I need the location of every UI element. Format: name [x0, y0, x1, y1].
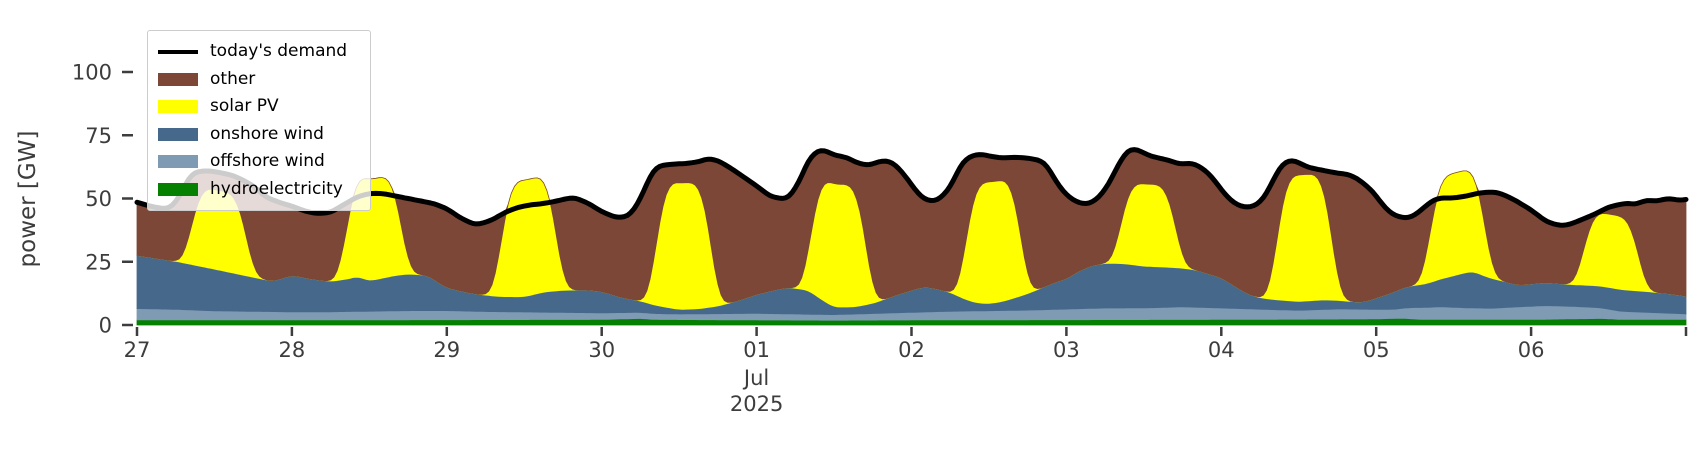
legend-label: onshore wind — [210, 123, 324, 144]
x-tick-label: 27 — [124, 338, 151, 362]
x-tick-label: 29 — [433, 338, 460, 362]
y-tick-label: 25 — [85, 250, 112, 274]
x-tick-label: 02 — [898, 338, 925, 362]
x-tick-label: 30 — [588, 338, 615, 362]
legend-item-other: other — [158, 66, 360, 94]
offshore-wind-swatch-icon — [158, 155, 198, 169]
x-tick-label: 04 — [1208, 338, 1235, 362]
other-swatch-icon — [158, 72, 198, 86]
legend-label: hydroelectricity — [210, 178, 343, 199]
y-axis-title: power [GW] — [15, 130, 41, 268]
legend-label: solar PV — [210, 96, 279, 117]
x-axis-year-label: 2025 — [730, 392, 783, 416]
x-axis-month-label: Jul — [742, 366, 769, 390]
legend-item-offshore-wind: offshore wind — [158, 148, 360, 176]
legend-label: other — [210, 68, 256, 89]
x-tick-label: 28 — [279, 338, 306, 362]
onshore-wind-swatch-icon — [158, 127, 198, 141]
y-tick-label: 50 — [85, 187, 112, 211]
legend: today's demand other solar PV onshore wi… — [147, 30, 371, 211]
legend-item-solar-pv: solar PV — [158, 93, 360, 121]
x-tick-label: 05 — [1363, 338, 1390, 362]
solar-swatch-icon — [158, 100, 198, 114]
x-tick-label: 06 — [1518, 338, 1545, 362]
legend-item-todays-demand: today's demand — [158, 38, 360, 66]
y-tick-label: 100 — [72, 61, 112, 85]
y-tick-label: 0 — [99, 314, 112, 338]
legend-label: today's demand — [210, 41, 348, 62]
x-tick-label: 03 — [1053, 338, 1080, 362]
x-tick-label: 01 — [743, 338, 770, 362]
legend-item-onshore-wind: onshore wind — [158, 121, 360, 149]
hydro-swatch-icon — [158, 182, 198, 196]
todays-demand-line — [134, 147, 1689, 228]
legend-label: offshore wind — [210, 151, 325, 172]
demand-line-swatch-icon — [158, 49, 198, 54]
y-tick-label: 75 — [85, 124, 112, 148]
legend-item-hydroelectricity: hydroelectricity — [158, 176, 360, 204]
